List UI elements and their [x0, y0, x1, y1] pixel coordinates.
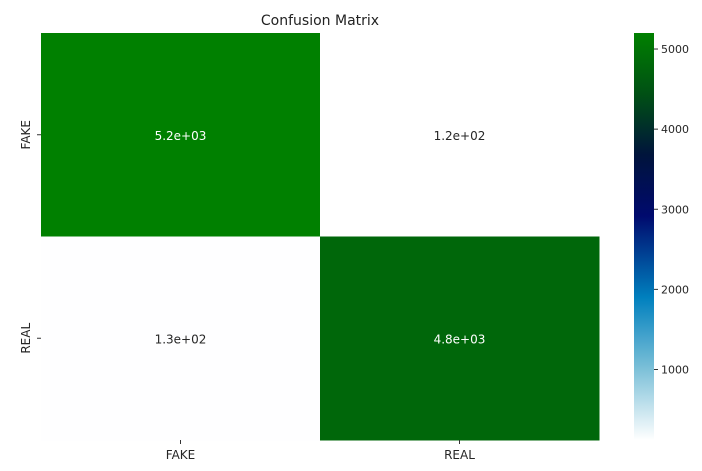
cell-annotation: 4.8e+03 [434, 332, 486, 346]
cell-annotation: 1.3e+02 [155, 332, 207, 346]
heatmap-cell [41, 33, 321, 237]
cell-annotation: 5.2e+03 [155, 129, 207, 143]
colorbar-tick-label: 5000 [661, 43, 689, 56]
x-tick-label: FAKE [166, 448, 195, 462]
y-tick-label: REAL [19, 323, 33, 354]
y-axis: FAKE REAL [19, 120, 41, 354]
y-tick-label: FAKE [19, 120, 33, 149]
x-tick-label: REAL [444, 448, 475, 462]
heatmap-cell [320, 236, 600, 441]
cell-annotations: 5.2e+03 1.2e+02 1.3e+02 4.8e+03 [155, 129, 486, 347]
colorbar-tick-label: 3000 [661, 203, 689, 216]
cell-annotation: 1.2e+02 [434, 129, 486, 143]
colorbar-bar [634, 33, 654, 440]
heatmap-cell [41, 236, 321, 441]
heatmap-cells [41, 33, 600, 441]
colorbar: 1000 2000 3000 4000 5000 [634, 33, 689, 440]
chart-title: Confusion Matrix [261, 13, 379, 29]
colorbar-tick-label: 2000 [661, 283, 689, 296]
heatmap-cell [320, 33, 600, 237]
x-axis: FAKE REAL [166, 440, 475, 462]
colorbar-tick-label: 1000 [661, 363, 689, 376]
colorbar-tick-label: 4000 [661, 123, 689, 136]
